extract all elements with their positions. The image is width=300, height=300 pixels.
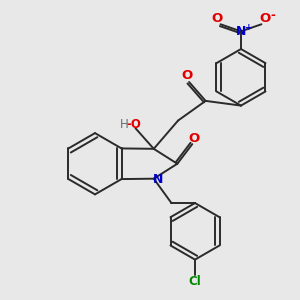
Text: O: O	[260, 12, 271, 25]
Text: -O: -O	[126, 118, 141, 131]
Text: O: O	[188, 132, 200, 145]
Text: -: -	[271, 9, 276, 22]
Text: O: O	[181, 69, 192, 82]
Text: O: O	[211, 12, 222, 25]
Text: +: +	[245, 23, 253, 32]
Text: N: N	[153, 173, 164, 186]
Text: Cl: Cl	[189, 275, 201, 288]
Text: H: H	[120, 118, 129, 131]
Text: N: N	[236, 25, 246, 38]
